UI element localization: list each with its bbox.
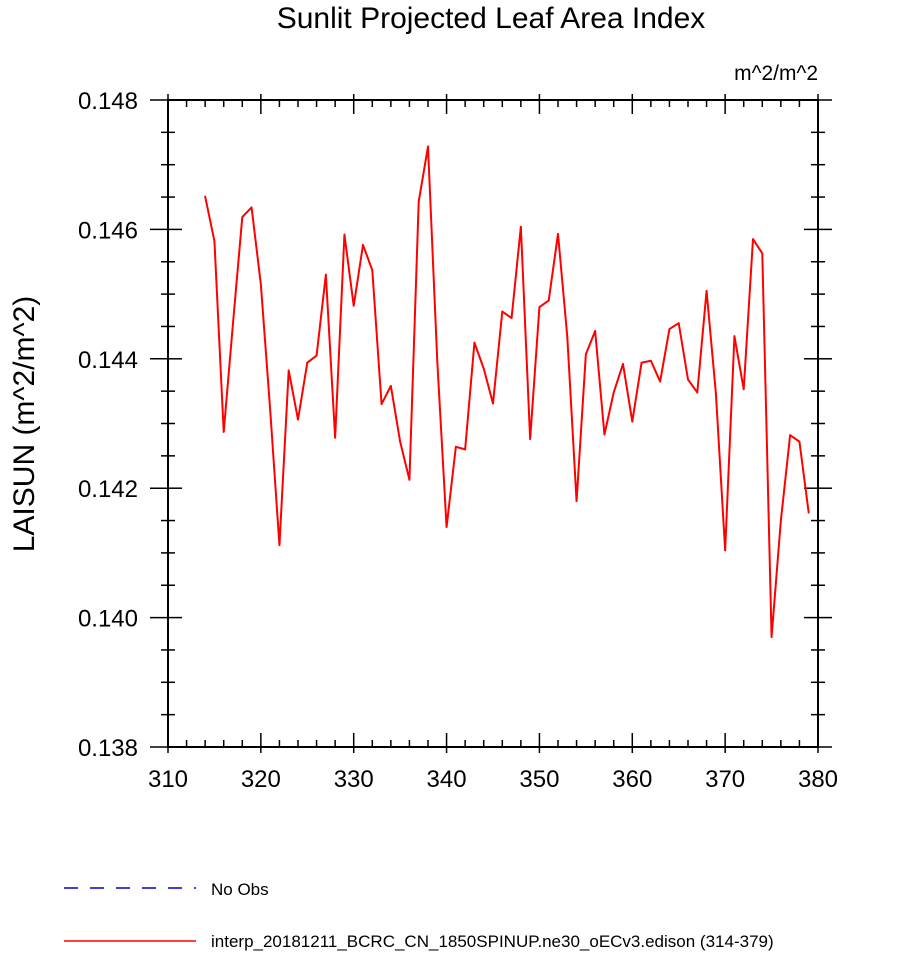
data-point <box>297 418 299 421</box>
data-point <box>417 200 420 203</box>
data-point <box>807 511 810 514</box>
data-point <box>269 408 272 411</box>
data-point <box>278 544 281 547</box>
data-point <box>445 526 448 528</box>
data-point <box>408 478 411 481</box>
data-point <box>482 367 485 370</box>
y-tick-label: 0.140 <box>78 606 138 633</box>
data-point <box>696 391 699 394</box>
data-point <box>306 361 309 364</box>
data-point <box>566 335 569 338</box>
data-point <box>761 252 764 255</box>
data-point <box>362 244 364 246</box>
data-point <box>389 385 392 387</box>
data-point <box>687 378 689 381</box>
data-point <box>352 304 355 307</box>
data-point <box>649 359 652 362</box>
data-point <box>241 216 244 219</box>
x-tick-label: 340 <box>427 766 467 793</box>
y-tick-label: 0.146 <box>78 217 138 244</box>
x-tick-label: 370 <box>705 766 745 793</box>
data-point <box>510 317 513 319</box>
y-tick-label: 0.148 <box>78 88 138 115</box>
data-point <box>399 440 402 443</box>
data-point <box>612 391 615 394</box>
y-ticks-group: 0.138 0.140 0.142 0.144 0.146 0.148 <box>78 88 832 762</box>
data-point <box>343 233 346 236</box>
data-point <box>575 500 578 503</box>
chart-title: Sunlit Projected Leaf Area Index <box>277 2 706 35</box>
data-point <box>259 283 262 286</box>
x-tick-label: 330 <box>334 766 374 793</box>
data-point <box>250 206 253 209</box>
y-tick-label: 0.142 <box>78 476 138 503</box>
data-point <box>724 549 727 552</box>
series-line <box>204 145 810 639</box>
data-point <box>668 328 671 330</box>
x-ticks-group: 310 320 330 340 350 360 370 380 <box>148 94 838 793</box>
legend-no-obs-label: No Obs <box>211 880 269 899</box>
data-point <box>557 233 559 235</box>
y-axis-label: LAISUN (m^2/m^2) <box>8 296 41 553</box>
data-point <box>334 436 337 439</box>
data-point <box>222 431 225 433</box>
data-point <box>454 445 457 448</box>
data-point <box>315 354 318 357</box>
data-point <box>492 402 494 405</box>
data-point <box>371 269 374 272</box>
x-tick-label: 320 <box>241 766 281 793</box>
data-point <box>380 403 383 405</box>
plot-frame <box>167 99 819 748</box>
data-point <box>427 145 429 148</box>
data-point <box>204 195 207 198</box>
y-tick-label: 0.138 <box>78 735 138 762</box>
data-point <box>464 448 467 451</box>
data-point <box>705 289 708 292</box>
data-point <box>659 380 662 383</box>
data-point <box>501 310 504 313</box>
data-point <box>473 341 476 344</box>
data-point <box>752 238 754 241</box>
x-tick-label: 350 <box>519 766 559 793</box>
data-point <box>742 388 745 391</box>
data-point <box>287 369 290 372</box>
data-point <box>677 322 680 325</box>
data-point <box>213 240 216 242</box>
units-label: m^2/m^2 <box>734 62 818 85</box>
data-point <box>640 361 643 364</box>
data-point <box>789 434 792 437</box>
data-point <box>631 420 634 423</box>
legend-model-label: interp_20181211_BCRC_CN_1850SPINUP.ne30_… <box>211 932 774 951</box>
data-point <box>538 306 541 308</box>
data-point <box>622 363 624 365</box>
series-group <box>204 145 810 639</box>
legend: No Obs interp_20181211_BCRC_CN_1850SPINU… <box>64 880 774 951</box>
data-point <box>547 299 550 302</box>
data-point <box>436 360 439 363</box>
data-point <box>714 392 717 394</box>
data-point <box>324 273 327 276</box>
data-point <box>594 330 597 332</box>
x-tick-label: 380 <box>798 766 838 793</box>
data-point <box>770 636 773 638</box>
x-tick-label: 360 <box>612 766 652 793</box>
data-point <box>603 433 606 436</box>
y-tick-label: 0.144 <box>78 347 138 374</box>
data-point <box>232 322 234 325</box>
data-point <box>584 353 587 356</box>
x-tick-label: 310 <box>148 766 188 793</box>
data-point <box>798 440 801 443</box>
data-point <box>529 438 532 440</box>
data-point <box>733 335 736 338</box>
data-point <box>519 225 522 228</box>
data-point <box>779 519 782 522</box>
